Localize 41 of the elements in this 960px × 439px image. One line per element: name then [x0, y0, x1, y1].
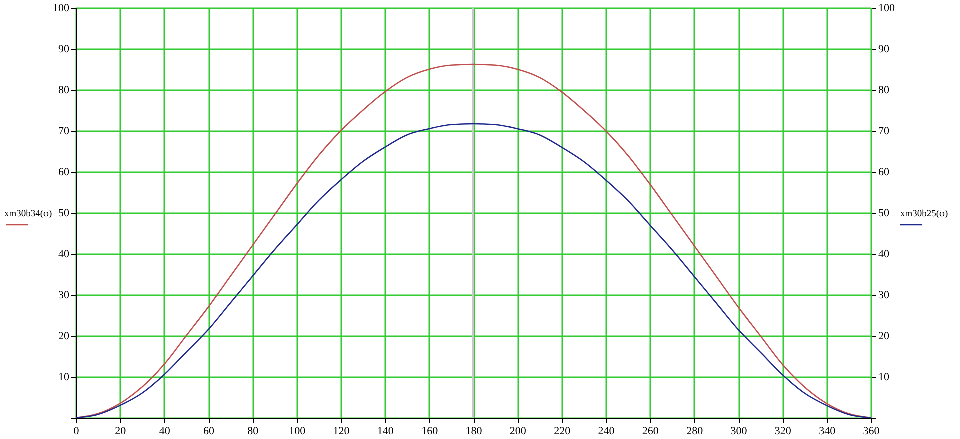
y2-tick-label: 100 [878, 2, 896, 14]
y2-axis-title: xm30b25(φ) [900, 210, 948, 220]
y2-tick-label: 50 [878, 208, 890, 220]
x-tick-label: 80 [248, 426, 260, 438]
x-tick-label: 240 [598, 426, 616, 438]
x-tick-label: 200 [510, 426, 527, 438]
x-tick-label: 300 [730, 426, 748, 438]
y2-tick-label: 60 [878, 166, 890, 178]
y-tick-label: 20 [58, 330, 70, 342]
x-tick-label: 260 [642, 426, 660, 438]
y2-tick-label: 90 [878, 44, 890, 56]
y-tick-label: 60 [58, 166, 70, 178]
y-tick-label: 80 [58, 84, 70, 96]
y2-tick-label: 40 [878, 248, 890, 260]
y2-tick-label: 30 [878, 290, 890, 302]
y-tick-label: 40 [58, 248, 70, 260]
x-tick-label: 20 [115, 426, 127, 438]
x-tick-label: 100 [289, 426, 306, 438]
y2-tick-label: 70 [878, 126, 890, 138]
x-tick-label: 160 [422, 426, 439, 438]
y2-tick-label: 20 [878, 330, 890, 342]
x-tick-label: 180 [466, 426, 483, 438]
y-tick-label: 70 [58, 126, 70, 138]
y-tick-label: 50 [58, 208, 70, 220]
x-tick-label: 280 [686, 426, 704, 438]
x-tick-label: 140 [377, 426, 394, 438]
y-axis-title: xm30b34(φ) [4, 210, 52, 220]
y-tick-label: 90 [58, 44, 70, 56]
y-tick-label: 30 [58, 290, 70, 302]
x-tick-label: 60 [204, 426, 215, 438]
y-tick-label: 10 [58, 372, 70, 384]
x-tick-label: 120 [333, 426, 350, 438]
x-tick-label: 340 [819, 426, 836, 438]
y-tick-label: 100 [53, 2, 70, 14]
y2-tick-label: 80 [878, 84, 890, 96]
x-tick-label: 0 [74, 426, 80, 438]
x-tick-label: 220 [554, 426, 572, 438]
x-tick-label: 360 [863, 426, 880, 438]
y2-tick-label: 10 [878, 372, 890, 384]
x-tick-label: 40 [159, 426, 171, 438]
x-tick-label: 320 [774, 426, 792, 438]
